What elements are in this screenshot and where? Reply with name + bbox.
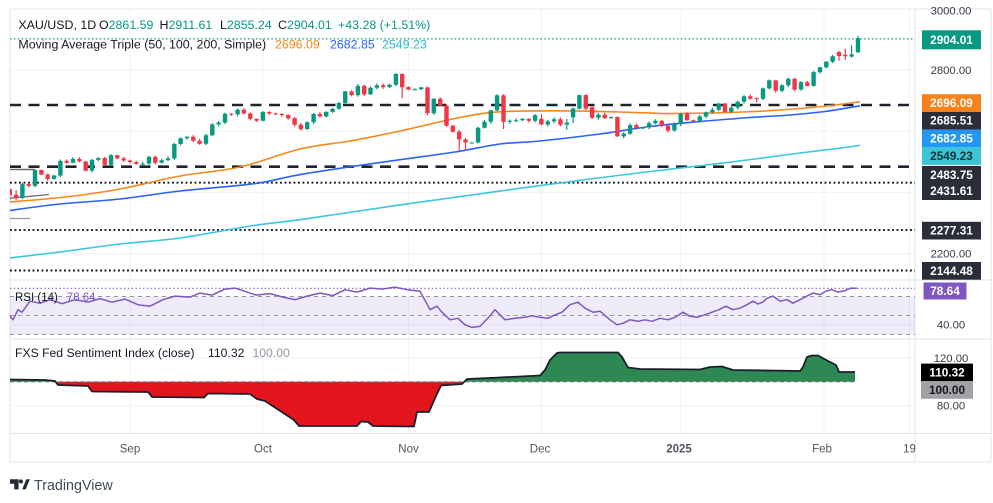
svg-text:Feb: Feb	[812, 444, 832, 456]
svg-text:2549.23: 2549.23	[930, 149, 973, 163]
svg-text:19: 19	[903, 444, 916, 456]
svg-text:2696.09: 2696.09	[930, 96, 973, 110]
svg-text:110.32: 110.32	[929, 365, 965, 379]
svg-text:H2911.61: H2911.61	[160, 18, 213, 32]
svg-text:2144.48: 2144.48	[930, 264, 973, 278]
svg-text:2025: 2025	[666, 444, 692, 456]
svg-text:C2904.01: C2904.01	[278, 18, 332, 32]
svg-text:TradingView: TradingView	[34, 478, 113, 494]
svg-text:78.64: 78.64	[930, 284, 960, 298]
svg-text:2696.09: 2696.09	[275, 38, 320, 52]
svg-text:2685.51: 2685.51	[930, 114, 973, 128]
svg-text:Moving Average Triple (50, 100: Moving Average Triple (50, 100, 200, Sim…	[18, 38, 266, 52]
svg-text:2277.31: 2277.31	[930, 224, 973, 238]
svg-text:100.00: 100.00	[929, 383, 966, 397]
svg-text:+43.28 (+1.51%): +43.28 (+1.51%)	[338, 18, 430, 32]
svg-text:2200.00: 2200.00	[931, 249, 972, 261]
svg-text:120.00: 120.00	[934, 353, 969, 365]
svg-text:2800.00: 2800.00	[931, 65, 972, 77]
svg-text:Nov: Nov	[398, 444, 419, 456]
svg-text:78.64: 78.64	[67, 292, 96, 304]
svg-text:40.00: 40.00	[937, 319, 965, 331]
svg-text:RSI (14): RSI (14)	[15, 292, 58, 304]
svg-text:110.32: 110.32	[208, 346, 245, 360]
svg-text:O2861.59: O2861.59	[99, 18, 154, 32]
svg-text:XAU/USD, 1D: XAU/USD, 1D	[18, 18, 96, 32]
svg-text:2682.85: 2682.85	[330, 38, 375, 52]
svg-text:2904.01: 2904.01	[930, 33, 973, 47]
svg-text:2682.85: 2682.85	[930, 131, 973, 145]
svg-text:100.00: 100.00	[253, 346, 290, 360]
svg-text:80.00: 80.00	[937, 401, 965, 413]
svg-text:2431.61: 2431.61	[930, 184, 973, 198]
svg-text:Oct: Oct	[254, 444, 273, 456]
svg-text:L2855.24: L2855.24	[220, 18, 272, 32]
svg-text:Dec: Dec	[530, 444, 551, 456]
svg-text:Sep: Sep	[120, 444, 140, 456]
svg-text:FXS Fed Sentiment Index (close: FXS Fed Sentiment Index (close)	[15, 346, 195, 360]
svg-text:2549.23: 2549.23	[382, 38, 427, 52]
svg-text:3000.00: 3000.00	[931, 6, 972, 18]
svg-text:2483.75: 2483.75	[930, 168, 973, 182]
